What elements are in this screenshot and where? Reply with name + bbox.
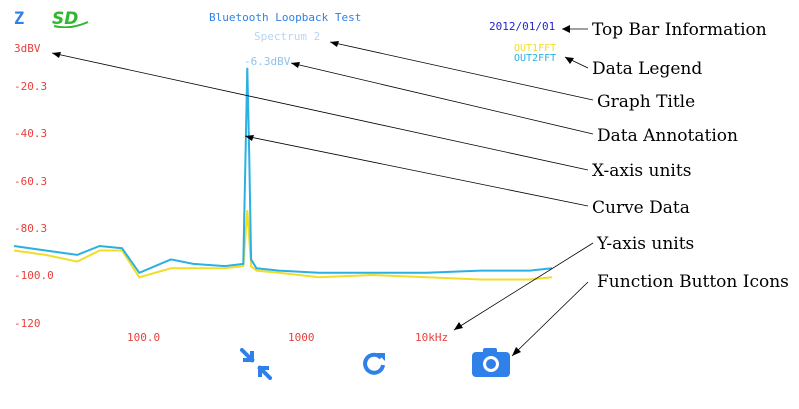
callout-arrowhead — [52, 52, 61, 58]
callout-arrowhead — [454, 322, 463, 330]
callout-function-button-icons: Function Button Icons — [597, 272, 789, 292]
legend-series-2: OUT2FFT — [514, 53, 557, 64]
y-tick-label: -60.3 — [14, 175, 48, 188]
callout-line — [453, 242, 594, 331]
y-tick-label: -100.0 — [14, 269, 54, 282]
callout-arrowhead — [562, 25, 570, 33]
date-display: 2012/01/01 — [489, 20, 556, 33]
graph-title: Spectrum 2 — [254, 30, 321, 43]
callout-arrowhead — [565, 57, 574, 64]
y-tick-label: -20.3 — [14, 80, 48, 93]
y-tick-label: -120 — [14, 317, 41, 330]
sd-logo-text: SD — [52, 9, 78, 28]
x-tick-label: 10kHz — [415, 331, 449, 344]
collapse-arrows-icon[interactable] — [240, 348, 272, 380]
refresh-icon[interactable] — [361, 350, 387, 376]
callout-line — [329, 41, 594, 101]
callout-line — [290, 62, 594, 135]
callout-x-axis-units: X-axis units — [592, 161, 692, 181]
callout-line — [244, 135, 589, 207]
y-tick-label: -40.3 — [14, 127, 48, 140]
z-logo: Z — [14, 9, 25, 29]
app-title: Bluetooth Loopback Test — [209, 11, 362, 24]
callout-line — [511, 281, 589, 357]
x-tick-label: 100.0 — [127, 331, 161, 344]
series-line-1 — [13, 210, 553, 281]
y-axis-unit-label: 3dBV — [14, 42, 41, 55]
sd-card-icon: SD — [52, 9, 89, 28]
callout-y-axis-units: Y-axis units — [597, 234, 695, 254]
callout-line — [51, 52, 589, 171]
data-annotation: -6.3dBV — [244, 55, 291, 68]
callout-arrowhead — [291, 62, 300, 68]
callout-data-annotation: Data Annotation — [597, 126, 738, 146]
callout-curve-data: Curve Data — [592, 198, 690, 218]
y-tick-label: -80.3 — [14, 222, 48, 235]
legend-series-1: OUT1FFT — [514, 43, 557, 54]
callout-arrowhead — [245, 135, 254, 141]
callout-data-legend: Data Legend — [592, 59, 703, 79]
callout-graph-title: Graph Title — [597, 92, 696, 112]
series-line-2 — [13, 67, 553, 275]
x-tick-label: 1000 — [288, 331, 315, 344]
callout-arrowhead — [512, 347, 521, 356]
callout-arrowhead — [330, 41, 339, 47]
camera-icon[interactable] — [471, 346, 511, 378]
callout-top-bar: Top Bar Information — [592, 20, 767, 40]
